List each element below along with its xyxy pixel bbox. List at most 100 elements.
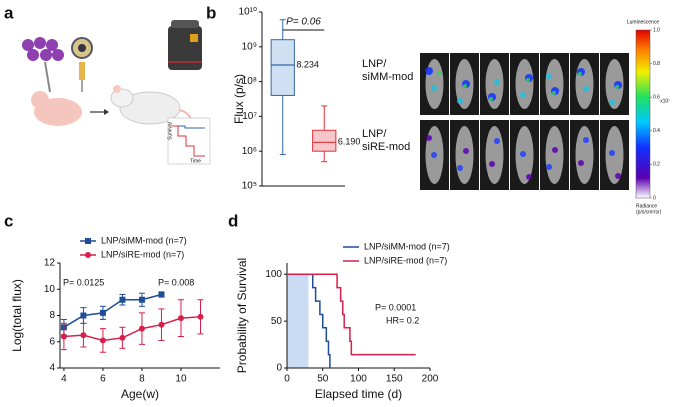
mouse-image	[463, 84, 467, 88]
colorbar-unit: (p/s/cm²/sr)	[636, 209, 662, 215]
legend-marker	[85, 252, 91, 258]
mouse-image	[489, 97, 493, 101]
illustration-axis-label: Time	[190, 158, 201, 164]
illustration: Survival Time	[22, 20, 211, 164]
mouse-image	[575, 59, 594, 109]
colorbar-tick-label: 0.8	[653, 61, 660, 67]
mouse-image	[545, 59, 564, 109]
shaded-range	[287, 274, 309, 368]
group-label: siMM-mod	[362, 71, 413, 83]
series-line	[63, 293, 162, 328]
y-axis-label: Flux (p/s)	[232, 74, 246, 124]
colorbar-exponent: x10⁷	[660, 98, 670, 104]
y-tick-label: 12	[44, 258, 56, 269]
x-tick-label: 100	[350, 374, 367, 385]
mouse-image	[494, 138, 500, 144]
mouse-image	[494, 79, 500, 85]
mouse-image	[425, 59, 444, 109]
x-axis-label: Age(w)	[121, 387, 159, 401]
mouse-image	[546, 164, 552, 170]
x-axis-label: Elapsed time (d)	[315, 387, 402, 401]
point	[99, 337, 106, 344]
mouse-image	[605, 126, 624, 184]
y-tick-label: 100	[265, 269, 282, 280]
x-tick-label: 6	[100, 374, 106, 385]
mouse-image	[515, 59, 534, 109]
x-tick-label: 0	[284, 374, 290, 385]
group-label: LNP/	[362, 58, 387, 70]
point	[60, 333, 67, 340]
colorbar-tick-label: 0	[653, 195, 656, 201]
annotation: 6.190	[338, 137, 361, 147]
mouse-image	[552, 91, 556, 95]
illustration-axis-label: Survival	[167, 122, 173, 140]
panel-label: d	[228, 211, 238, 230]
colorbar-tick-label: 0.2	[653, 162, 660, 168]
mouse-image	[578, 160, 584, 166]
colorbar-tick-label: 0.4	[653, 128, 660, 134]
mouse-image	[615, 85, 619, 89]
annotation: 8.234	[296, 59, 319, 69]
point	[177, 315, 184, 322]
colorbar-title: Luminescence	[627, 19, 659, 25]
point	[197, 313, 204, 320]
group-label: siRE-mod	[362, 141, 410, 153]
mouse-image	[609, 150, 615, 156]
point	[119, 334, 126, 341]
survival-curve	[287, 273, 331, 368]
mouse-image	[426, 135, 432, 141]
point	[158, 291, 165, 298]
mouse-image	[578, 72, 582, 76]
mouse-image	[575, 126, 594, 184]
point	[138, 325, 145, 332]
mouse-image	[457, 98, 463, 104]
y-axis-label: Probability of Survival	[235, 258, 249, 373]
mouse-image	[455, 126, 474, 184]
mouse-image	[583, 86, 589, 92]
y-tick-label: 10⁸	[242, 76, 257, 87]
mouse-image	[431, 85, 437, 91]
y-axis-label: Log(total flux)	[10, 279, 24, 352]
x-tick-label: 50	[317, 374, 329, 385]
point	[80, 312, 87, 319]
y-tick-label: 6	[49, 336, 55, 347]
mouse-image	[546, 73, 552, 79]
mouse-image	[520, 151, 526, 157]
x-tick-label: 200	[422, 374, 439, 385]
mouse-image	[431, 152, 437, 158]
mouse-image	[609, 99, 615, 105]
x-tick-label: 8	[139, 374, 145, 385]
mouse-image	[526, 78, 530, 82]
colorbar-unit: Radiance	[636, 203, 657, 209]
point	[158, 321, 165, 328]
y-tick-label: 10⁶	[242, 146, 257, 157]
annotation: P= 0.0001	[375, 302, 416, 312]
point	[80, 332, 87, 339]
annotation: P= 0.008	[158, 277, 194, 287]
x-tick-label: 150	[386, 374, 403, 385]
panel-label: a	[4, 3, 14, 22]
mouse-image	[437, 71, 441, 75]
mouse-image	[545, 126, 564, 184]
point	[99, 309, 106, 316]
legend-label: LNP/siMM-mod (n=7)	[364, 241, 450, 251]
legend-label: LNP/siMM-mod (n=7)	[101, 235, 187, 245]
y-tick-label: 10⁵	[242, 181, 257, 192]
y-tick-label: 10¹⁰	[239, 7, 257, 18]
mouse-image	[485, 126, 504, 184]
mouse-image	[583, 137, 589, 143]
colorbar-tick-label: 1.0	[653, 27, 660, 33]
series-line	[63, 316, 201, 342]
y-tick-label: 10	[44, 284, 56, 295]
y-tick-label: 10⁹	[242, 41, 257, 52]
point	[138, 296, 145, 303]
group-label: LNP/	[362, 128, 387, 140]
y-tick-label: 8	[49, 310, 55, 321]
y-tick-label: 0	[276, 363, 282, 374]
colorbar	[635, 29, 651, 199]
y-tick-label: 50	[271, 316, 283, 327]
mouse-image	[520, 92, 526, 98]
x-tick-label: 4	[61, 374, 67, 385]
mouse-image	[615, 173, 621, 179]
